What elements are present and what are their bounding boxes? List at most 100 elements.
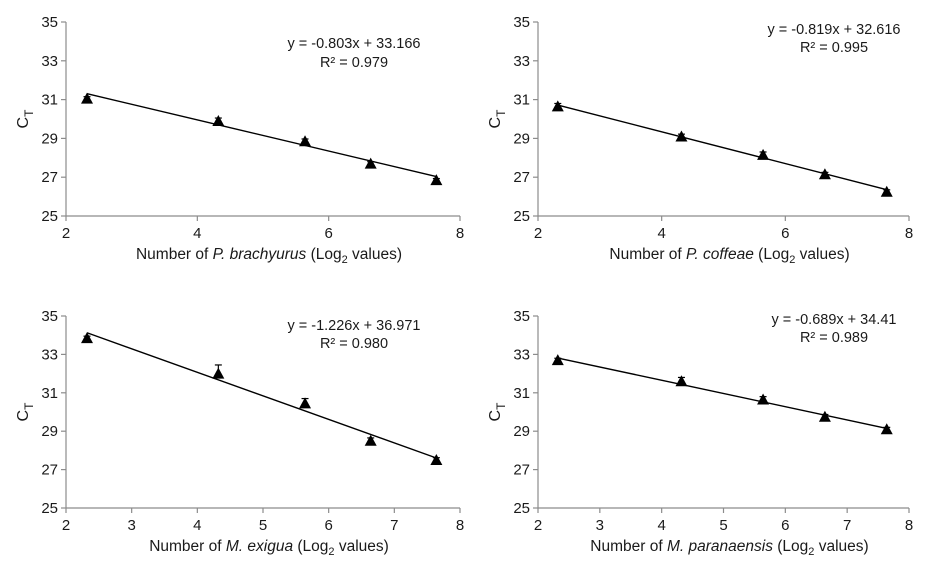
x-tick-label: 4 (657, 517, 665, 534)
data-point (430, 454, 443, 465)
data-point (299, 135, 312, 147)
data-point (757, 148, 770, 160)
y-axis-label-main: C (15, 410, 32, 422)
trendline-equation: y = -0.803x + 33.166 (287, 36, 420, 52)
data-point (818, 410, 831, 422)
y-tick-label: 29 (41, 130, 58, 147)
x-axis-label-post: values) (814, 538, 868, 555)
trendline-equation: y = -0.819x + 32.616 (767, 22, 900, 38)
y-axis-label: CT (15, 109, 36, 129)
y-axis-label-sub: T (22, 109, 36, 117)
x-axis-label-pre: Number of (590, 538, 667, 555)
data-point (212, 114, 225, 126)
data-point (675, 375, 688, 387)
y-tick-label: 25 (513, 500, 530, 517)
x-tick-label: 4 (193, 517, 201, 534)
y-axis-label-sub: T (494, 402, 508, 410)
x-tick-label: 2 (62, 517, 70, 534)
x-axis-label-species: M. exigua (226, 538, 294, 555)
y-axis-label-main: C (487, 410, 504, 422)
y-tick-label: 33 (41, 346, 58, 363)
r-squared: R² = 0.979 (320, 55, 388, 71)
x-tick-label: 3 (596, 517, 604, 534)
y-tick-label: 29 (513, 423, 530, 440)
chart-panel-3: 25 27 29 31 33 35 2 3 4 5 6 7 8 CT Number of M. exigua… (15, 308, 464, 558)
chart-panel-4: 25 27 29 31 33 35 2 3 4 5 6 7 8 CT Number of M. parana… (487, 308, 913, 558)
x-tick-label: 6 (781, 225, 789, 242)
x-tick-label: 8 (905, 517, 913, 534)
y-tick-label: 27 (513, 462, 530, 479)
x-tick-label: 2 (534, 517, 542, 534)
data-point (430, 174, 443, 186)
x-axis-label-species: P. brachyurus (213, 246, 307, 263)
y-tick-label: 31 (513, 92, 530, 109)
trendline (86, 332, 437, 459)
trendline (557, 357, 887, 430)
data-point (880, 185, 893, 197)
x-tick-label: 6 (324, 517, 332, 534)
x-axis-label-species: M. paranaensis (667, 538, 773, 555)
data-point (212, 367, 225, 379)
chart-panel-2: 25 27 29 31 33 35 2 4 6 8 CT Number of P. coffeae (… (487, 14, 913, 266)
data-point (757, 393, 770, 405)
data-point (675, 130, 688, 142)
x-tick-label: 2 (62, 225, 70, 242)
data-point (880, 423, 893, 435)
x-axis-label-post: values) (335, 538, 389, 555)
x-tick-label: 6 (324, 225, 332, 242)
chart-panel-1: 25 27 29 31 33 35 2 4 6 8 CT Number of P. brachyuru… (15, 14, 464, 266)
y-axis-label-main: C (487, 117, 504, 129)
x-axis-label: Number of P. brachyurus (Log2 values) (136, 246, 402, 266)
y-tick-label: 25 (41, 208, 58, 225)
x-tick-label: 3 (127, 517, 135, 534)
y-axis-label-sub: T (494, 109, 508, 117)
y-axis-label: CT (487, 402, 508, 422)
data-point (81, 92, 94, 104)
x-axis-label-sub: 2 (808, 546, 814, 558)
x-axis-label: Number of M. paranaensis (Log2 values) (590, 538, 868, 558)
r-squared: R² = 0.989 (800, 330, 868, 346)
y-tick-label: 33 (41, 53, 58, 70)
y-tick-label: 27 (41, 169, 58, 186)
x-axis-label-post: values) (348, 246, 402, 263)
y-tick-label: 27 (41, 462, 58, 479)
x-axis-label: Number of M. exigua (Log2 values) (149, 538, 389, 558)
trendline-equation: y = -1.226x + 36.971 (287, 318, 420, 334)
x-axis-label-pre: Number of (149, 538, 226, 555)
y-tick-label: 31 (41, 385, 58, 402)
y-tick-label: 31 (513, 385, 530, 402)
y-axis-label-sub: T (22, 402, 36, 410)
x-axis-label-mid: (Log (306, 246, 341, 263)
x-axis-label-pre: Number of (609, 246, 686, 263)
data-point (551, 100, 564, 112)
y-axis-label: CT (487, 109, 508, 129)
y-tick-label: 33 (513, 346, 530, 363)
y-tick-label: 35 (513, 14, 530, 31)
x-tick-label: 8 (456, 225, 464, 242)
y-tick-label: 35 (41, 14, 58, 31)
x-axis-label-sub: 2 (342, 254, 348, 266)
trendline-equation: y = -0.689x + 34.41 (772, 312, 897, 328)
y-tick-label: 25 (41, 500, 58, 517)
x-axis-label-sub: 2 (789, 254, 795, 266)
y-tick-label: 27 (513, 169, 530, 186)
x-tick-label: 7 (390, 517, 398, 534)
data-point (818, 168, 831, 180)
y-tick-label: 31 (41, 92, 58, 109)
x-axis-label-post: values) (795, 246, 849, 263)
x-tick-label: 6 (781, 517, 789, 534)
data-point (364, 434, 377, 446)
x-axis-label-mid: (Log (773, 538, 808, 555)
y-tick-label: 25 (513, 208, 530, 225)
x-axis-label: Number of P. coffeae (Log2 values) (609, 246, 849, 266)
x-tick-label: 5 (719, 517, 727, 534)
r-squared: R² = 0.980 (320, 336, 388, 352)
x-tick-label: 2 (534, 225, 542, 242)
data-point (551, 354, 564, 366)
x-tick-label: 5 (259, 517, 267, 534)
y-tick-label: 29 (41, 423, 58, 440)
x-tick-label: 7 (843, 517, 851, 534)
y-tick-label: 33 (513, 53, 530, 70)
x-axis-label-pre: Number of (136, 246, 213, 263)
r-squared: R² = 0.995 (800, 40, 868, 56)
